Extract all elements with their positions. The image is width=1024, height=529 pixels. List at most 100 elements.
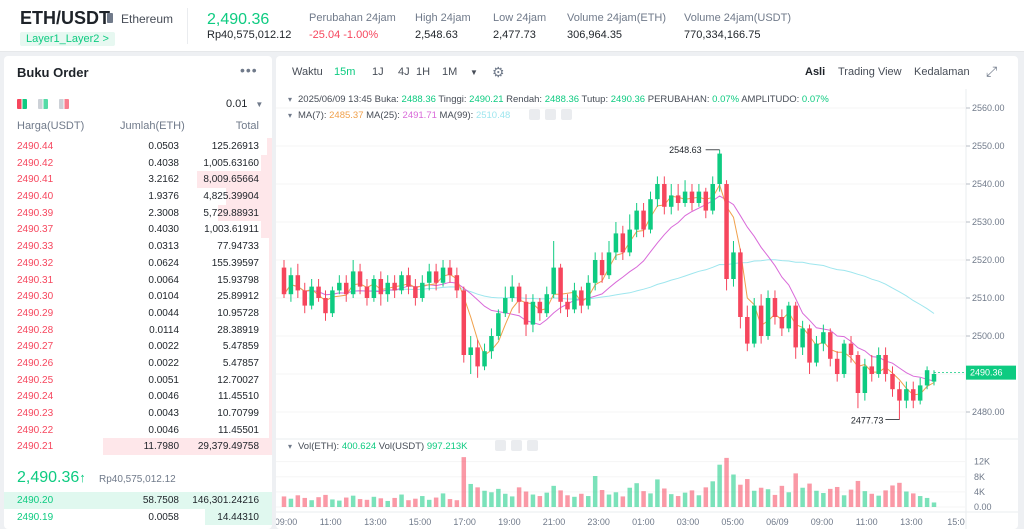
order-row[interactable]: 2490.20 58.7508 146,301.24216: [4, 492, 272, 509]
depth-bar: [269, 271, 272, 289]
interval-15m[interactable]: 15m: [334, 66, 356, 78]
order-row[interactable]: 2490.22 0.0046 11.45501: [4, 421, 272, 439]
order-row[interactable]: 2490.44 0.0503 125.26913: [4, 138, 272, 155]
volume-bar: [295, 495, 301, 507]
volume-bar: [523, 491, 529, 507]
order-row[interactable]: 2490.41 3.2162 8,009.65664: [4, 171, 272, 189]
order-row[interactable]: 2490.24 0.0046 11.45510: [4, 388, 272, 405]
candle-body: [703, 191, 709, 211]
chart-settings-gear-icon[interactable]: ⚙: [492, 64, 505, 80]
candle-body: [558, 267, 563, 302]
candle-body: [516, 286, 522, 302]
legend-key: Vol(ETH):: [298, 441, 342, 452]
order-row[interactable]: 2490.42 0.4038 1,005.63160: [4, 154, 272, 172]
order-row[interactable]: 2490.31 0.0064 15.93798: [4, 271, 272, 289]
volume-bar: [592, 476, 598, 507]
view-tab[interactable]: Trading View: [838, 66, 902, 78]
pair-title[interactable]: ETH/USDT: [20, 8, 110, 28]
order-row[interactable]: 2490.37 0.4030 1,003.61911: [4, 221, 272, 239]
order-row[interactable]: 2490.21 11.7980 29,379.49758: [4, 438, 272, 456]
order-amount: 0.0043: [148, 408, 179, 419]
volume-bar: [758, 487, 764, 507]
volume-bar: [461, 457, 467, 507]
candle-body: [883, 355, 888, 374]
tick-size-value: 0.01: [226, 98, 248, 110]
volume-bar: [572, 496, 577, 507]
orderbook-both-icon[interactable]: [17, 99, 27, 109]
order-total: 10.70799: [217, 408, 259, 419]
view-tab[interactable]: Kedalaman: [914, 66, 970, 78]
volume-bar: [675, 496, 681, 507]
volume-bar: [765, 489, 771, 507]
order-amount: 0.0051: [148, 374, 179, 386]
volume-bar: [482, 490, 487, 507]
order-price: 2490.41: [17, 174, 54, 186]
volume-bar: [565, 495, 570, 507]
volume-bar: [406, 500, 411, 507]
order-price: 2490.26: [17, 357, 54, 369]
candle-body: [482, 351, 487, 367]
order-row[interactable]: 2490.19 0.0058 14.44310: [4, 508, 272, 526]
view-tab[interactable]: Asli: [805, 66, 826, 78]
tick-size-select[interactable]: 0.01 ▼: [226, 98, 263, 110]
candle-body: [357, 271, 363, 287]
arrow-up-icon: ↑: [79, 470, 86, 485]
order-price: 2490.31: [17, 274, 54, 286]
order-row[interactable]: 2490.39 2.3008 5,729.88931: [4, 204, 272, 222]
volume-bar: [516, 487, 522, 507]
mid-price[interactable]: 2,490.36↑: [17, 469, 86, 487]
candle-body: [309, 286, 314, 306]
fullscreen-icon[interactable]: ⤢: [986, 63, 998, 79]
volume-bar: [420, 496, 425, 507]
candle-body: [350, 271, 356, 295]
order-row[interactable]: 2490.25 0.0051 12.70027: [4, 371, 272, 389]
price-tick-label: 2550.00: [972, 141, 1005, 151]
more-options-icon[interactable]: •••: [240, 62, 258, 78]
depth-bar: [266, 138, 272, 155]
candle-body: [572, 290, 577, 310]
volume-bar: [440, 493, 446, 507]
time-tick-label: 13:00: [900, 517, 923, 527]
order-amount: 0.0046: [148, 391, 179, 403]
interval-1J[interactable]: 1J: [372, 66, 384, 78]
order-price: 2490.39: [17, 207, 54, 219]
interval-more-chevron-icon[interactable]: ▼: [470, 68, 478, 77]
order-row[interactable]: 2490.23 0.0043 10.70799: [4, 405, 272, 422]
order-row[interactable]: 2490.32 0.0624 155.39597: [4, 254, 272, 272]
order-row[interactable]: 2490.26 0.0022 5.47857: [4, 354, 272, 372]
volume-bar: [537, 496, 543, 507]
interval-1M[interactable]: 1M: [442, 66, 458, 78]
depth-bar: [269, 238, 272, 255]
legend-key: MA(25):: [363, 110, 402, 121]
candle-body: [530, 301, 536, 325]
coin-info-icon[interactable]: [107, 13, 113, 23]
depth-bar: [196, 171, 272, 189]
order-total: 25.89912: [217, 291, 259, 303]
candle-body: [648, 199, 653, 230]
volume-bar: [904, 491, 909, 507]
order-row[interactable]: 2490.33 0.0313 77.94733: [4, 238, 272, 255]
candle-body: [848, 343, 854, 355]
candle-body: [565, 301, 570, 310]
time-tick-label: 01:00: [632, 517, 655, 527]
order-row[interactable]: 2490.30 0.0104 25.89912: [4, 288, 272, 305]
orderbook-asks-icon[interactable]: [59, 99, 69, 109]
candlestick-chart[interactable]: 2560.00 2550.00 2540.00 2530.00 2520.00 2510.…: [276, 89, 1018, 529]
volume-bar: [337, 500, 342, 507]
order-row[interactable]: 2490.29 0.0044 10.95728: [4, 304, 272, 322]
order-amount: 0.0022: [148, 341, 179, 353]
volume-bar: [302, 497, 307, 507]
volume-bar: [385, 500, 390, 507]
order-row[interactable]: 2490.40 1.9376 4,825.39904: [4, 188, 272, 205]
asks-list: 2490.44 0.0503 125.26913 2490.42 0.4038 1,005…: [4, 138, 272, 456]
coin-name[interactable]: Ethereum: [121, 12, 174, 26]
interval-4J[interactable]: 4J: [398, 66, 410, 78]
category-tag[interactable]: Layer1_Layer2 >: [20, 32, 115, 46]
col-price-header: Harga(USDT): [17, 120, 85, 132]
candle-body: [800, 328, 805, 348]
order-row[interactable]: 2490.28 0.0114 28.38919: [4, 321, 272, 339]
order-row[interactable]: 2490.27 0.0022 5.47859: [4, 338, 272, 355]
interval-1H[interactable]: 1H: [416, 66, 431, 78]
candle-body: [897, 389, 902, 401]
orderbook-bids-icon[interactable]: [38, 99, 48, 109]
